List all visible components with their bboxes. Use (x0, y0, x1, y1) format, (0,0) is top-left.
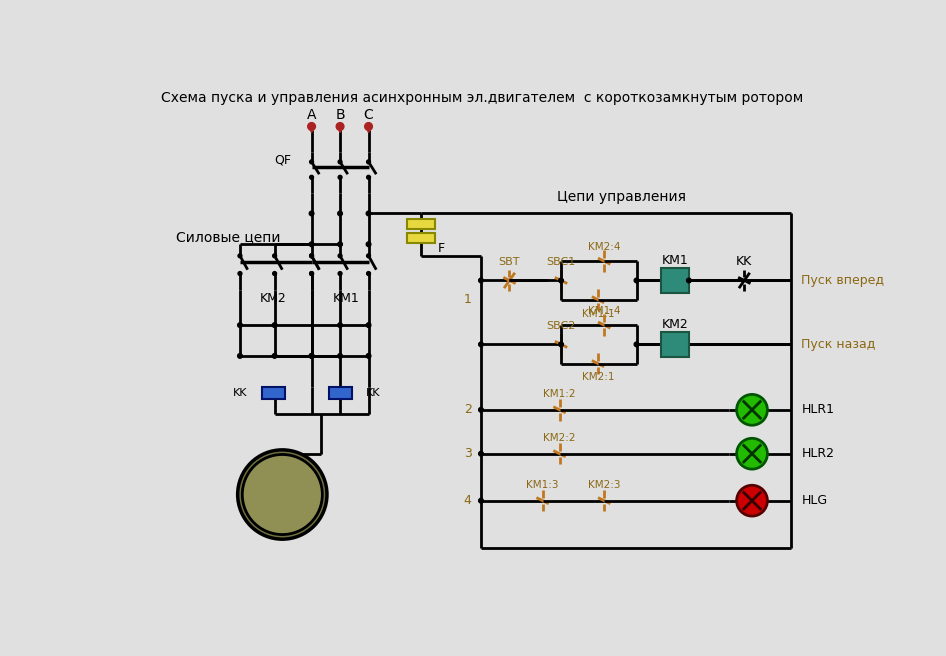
Text: HLR1: HLR1 (801, 403, 834, 417)
Text: 4: 4 (464, 494, 472, 507)
Circle shape (479, 407, 483, 412)
Text: SBC1: SBC1 (547, 257, 576, 267)
Circle shape (309, 354, 314, 358)
Circle shape (479, 451, 483, 456)
Circle shape (634, 278, 639, 283)
Circle shape (338, 323, 342, 327)
Circle shape (479, 278, 483, 283)
Text: Силовые цепи: Силовые цепи (176, 230, 281, 243)
Bar (661, 268, 689, 293)
Circle shape (272, 323, 277, 327)
Text: SBT: SBT (499, 257, 520, 267)
Circle shape (479, 342, 483, 346)
Circle shape (272, 272, 276, 276)
Text: HLR2: HLR2 (801, 447, 834, 461)
Circle shape (366, 354, 371, 358)
Text: KM2:1: KM2:1 (582, 373, 614, 382)
Bar (407, 219, 435, 229)
Circle shape (309, 272, 313, 276)
Text: KM2: KM2 (260, 292, 287, 304)
Polygon shape (365, 126, 372, 133)
Circle shape (737, 485, 767, 516)
Circle shape (338, 254, 342, 258)
Text: 2: 2 (464, 403, 472, 417)
Text: Схема пуска и управления асинхронным эл.двигателем  с короткозамкнутым ротором: Схема пуска и управления асинхронным эл.… (162, 91, 804, 105)
Text: KM2:4: KM2:4 (587, 242, 621, 253)
Text: KM1:4: KM1:4 (587, 306, 621, 316)
Circle shape (309, 242, 314, 247)
Polygon shape (308, 126, 315, 133)
Circle shape (238, 272, 242, 276)
Text: Цепи управления: Цепи управления (556, 190, 686, 203)
Text: KM2:2: KM2:2 (543, 434, 576, 443)
Circle shape (687, 278, 692, 283)
Circle shape (367, 254, 371, 258)
Circle shape (559, 342, 564, 346)
Circle shape (737, 394, 767, 425)
Text: C: C (363, 108, 374, 122)
Circle shape (237, 354, 242, 358)
Circle shape (309, 175, 313, 179)
Circle shape (309, 354, 314, 358)
Bar (661, 332, 689, 357)
Text: KM2:3: KM2:3 (587, 480, 621, 490)
Text: KM1:3: KM1:3 (526, 480, 559, 490)
Circle shape (367, 160, 371, 164)
Text: F: F (438, 241, 445, 255)
Bar (407, 233, 435, 243)
Bar (328, 387, 352, 399)
Circle shape (336, 123, 344, 131)
Circle shape (479, 499, 483, 503)
Circle shape (366, 323, 371, 327)
Circle shape (737, 438, 767, 469)
Text: HLG: HLG (801, 494, 828, 507)
Text: B: B (335, 108, 345, 122)
Bar (261, 387, 285, 399)
Circle shape (366, 211, 371, 216)
Text: Пуск назад: Пуск назад (801, 338, 876, 351)
Circle shape (338, 211, 342, 216)
Text: KM1: KM1 (661, 254, 689, 267)
Text: KK: KK (365, 388, 380, 398)
Circle shape (366, 242, 371, 247)
Text: SBC2: SBC2 (547, 321, 576, 331)
Circle shape (338, 175, 342, 179)
Polygon shape (337, 126, 343, 133)
Circle shape (365, 123, 373, 131)
Circle shape (309, 272, 313, 276)
Text: KK: KK (736, 255, 752, 268)
Circle shape (367, 175, 371, 179)
Circle shape (338, 272, 342, 276)
Circle shape (309, 254, 313, 258)
Text: M: M (270, 483, 295, 506)
Circle shape (309, 211, 314, 216)
Text: A: A (307, 108, 316, 122)
Text: QF: QF (274, 154, 291, 167)
Circle shape (237, 323, 242, 327)
Circle shape (338, 160, 342, 164)
Circle shape (309, 254, 313, 258)
Circle shape (238, 254, 242, 258)
Circle shape (307, 123, 315, 131)
Text: KM1:1: KM1:1 (582, 308, 614, 319)
Circle shape (272, 354, 277, 358)
Circle shape (237, 450, 327, 539)
Circle shape (338, 242, 342, 247)
Circle shape (242, 455, 323, 535)
Text: KM1: KM1 (333, 292, 359, 304)
Circle shape (272, 254, 276, 258)
Text: 1: 1 (464, 293, 472, 306)
Circle shape (634, 342, 639, 346)
Text: KK: KK (233, 388, 248, 398)
Circle shape (367, 272, 371, 276)
Circle shape (559, 278, 564, 283)
Text: Пуск вперед: Пуск вперед (801, 274, 885, 287)
Text: KM2: KM2 (661, 318, 689, 331)
Text: 3: 3 (464, 447, 472, 461)
Circle shape (309, 160, 313, 164)
Text: KM1:2: KM1:2 (543, 390, 576, 400)
Circle shape (338, 354, 342, 358)
